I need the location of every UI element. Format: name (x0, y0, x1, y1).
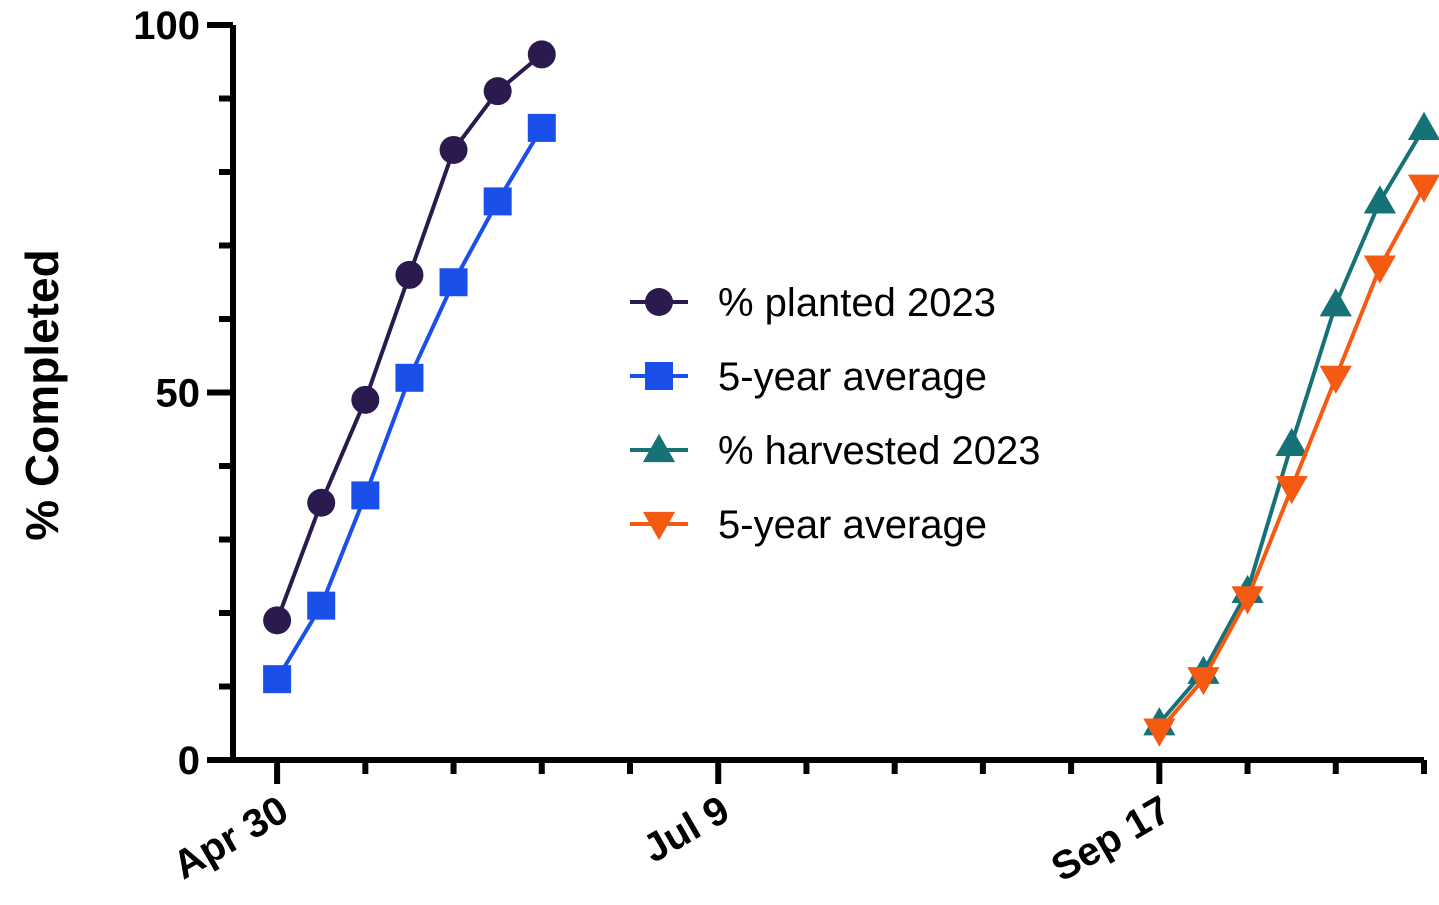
legend-label: % planted 2023 (718, 281, 996, 325)
series-3-triangle-up (1143, 111, 1439, 736)
data-point-circle (307, 488, 336, 517)
series-1-circle (263, 40, 556, 635)
data-point-circle (395, 260, 424, 289)
data-point-square (483, 187, 512, 216)
data-point-triangle-up (1275, 427, 1308, 457)
data-point-triangle-up (1407, 111, 1439, 140)
data-point-triangle-down (1363, 255, 1396, 284)
data-point-triangle-down (1275, 475, 1308, 505)
data-point-triangle-down (1319, 365, 1352, 394)
data-point-circle (527, 40, 556, 69)
data-point-triangle-up (1363, 185, 1396, 214)
data-point-square (439, 268, 468, 297)
legend: % planted 2023 5-year average % harvested … (630, 281, 1040, 547)
y-tick-label: 0 (178, 739, 200, 783)
legend-label: 5-year average (718, 355, 987, 399)
y-tick-label: 100 (133, 4, 200, 48)
data-point-square (527, 113, 556, 142)
data-point-square (307, 591, 336, 620)
data-point-circle (439, 135, 468, 164)
legend-item: % planted 2023 (630, 281, 996, 325)
legend-item: % harvested 2023 (630, 429, 1040, 473)
data-point-triangle-down (1407, 174, 1439, 203)
series-line (1157, 126, 1426, 725)
legend-label: 5-year average (718, 503, 987, 547)
series-4-triangle-down (1143, 174, 1439, 747)
legend-label: % harvested 2023 (718, 429, 1040, 473)
series-2-square (263, 113, 556, 694)
legend-marker-square (645, 362, 673, 390)
x-tick-label: Sep 17 (1044, 788, 1178, 891)
x-tick-label: Jul 9 (636, 788, 737, 872)
data-point-triangle-down (1231, 586, 1264, 615)
data-point-triangle-up (1319, 288, 1352, 317)
data-point-square (395, 363, 424, 392)
legend-marker-triangle-up (642, 433, 676, 463)
data-point-triangle-down (1143, 718, 1176, 747)
legend-marker-triangle-down (642, 511, 676, 541)
data-point-square (263, 665, 292, 694)
data-point-circle (263, 606, 292, 635)
x-tick-label: Apr 30 (166, 788, 296, 888)
legend-item: 5-year average (630, 503, 987, 547)
y-tick-label: 50 (156, 372, 201, 416)
y-axis-label: % Completed (16, 249, 68, 540)
legend-marker-circle (645, 288, 673, 316)
data-point-circle (483, 77, 512, 106)
data-point-square (351, 481, 380, 510)
data-point-triangle-down (1187, 667, 1220, 696)
series-line (275, 52, 544, 622)
legend-item: 5-year average (630, 355, 987, 399)
data-point-circle (351, 385, 380, 414)
